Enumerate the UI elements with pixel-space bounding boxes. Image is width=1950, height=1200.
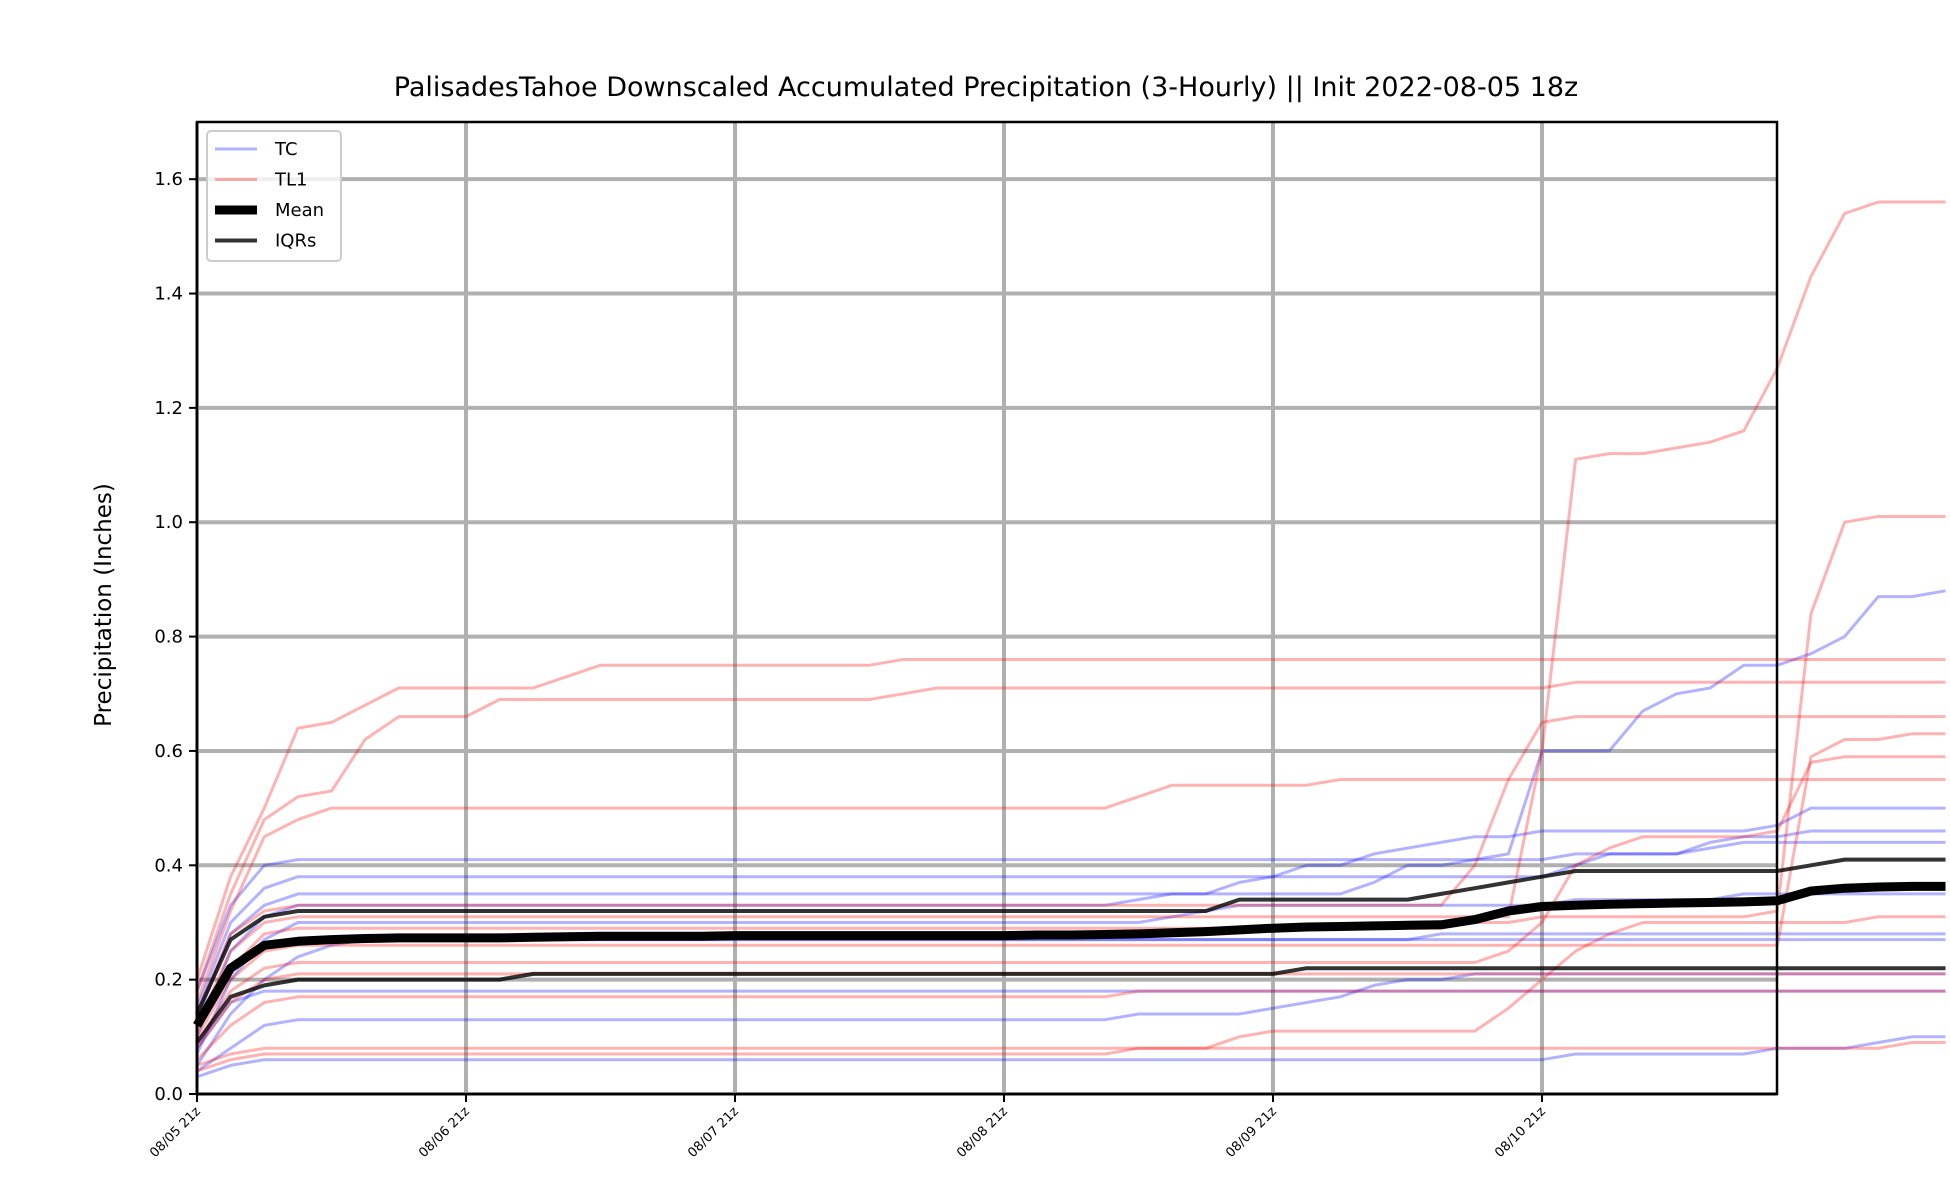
axes-frame (195, 120, 1779, 1096)
legend-box (206, 130, 342, 262)
series-line-tc-0 (195, 829, 1946, 992)
y-tick-label: 1.6 (154, 169, 183, 190)
series-line-tl1-16 (195, 732, 1946, 1038)
legend-label-mean: Mean (275, 200, 324, 221)
plot-area (193, 200, 1946, 1079)
series-line-tl1-14 (195, 200, 1946, 1027)
series-line-tl1-20 (196, 915, 1946, 1067)
series-line-tc-3 (195, 806, 1946, 1038)
series-line-tl1-10 (195, 658, 1946, 981)
legend-label-tc: TC (274, 139, 298, 160)
y-axis: 0.0 0.2 0.4 0.6 0.8 1.0 1.2 1.4 1.6 (154, 169, 197, 1105)
series-line-tl1-12 (195, 778, 1946, 1004)
y-axis-label: Precipitation (Inches) (91, 483, 117, 727)
series-line-tl1-11 (195, 680, 1946, 992)
series-line-tl1-15 (195, 515, 1946, 1032)
y-tick-label: 0.8 (154, 627, 183, 648)
series-line-tc-7 (196, 1035, 1946, 1079)
legend-label-tl1: TL1 (274, 170, 307, 191)
series-line-tc-2 (195, 589, 1946, 1021)
legend-label-iqrs: IQRs (275, 231, 316, 252)
series-line-tc-1 (195, 840, 1946, 1009)
series-line-mean-22 (193, 881, 1946, 1028)
y-tick-label: 1.4 (154, 284, 183, 305)
y-tick-label: 1.0 (154, 512, 183, 533)
series-line-tc-6 (196, 972, 1946, 1073)
legend: TC TL1 Mean IQRs (206, 130, 342, 262)
y-tick-label: 0.2 (154, 970, 183, 991)
series-line-tl1-17 (195, 755, 1946, 1044)
series-line-tc-9 (195, 989, 1946, 1050)
chart-title: PalisadesTahoe Downscaled Accumulated Pr… (394, 72, 1578, 103)
series-line-tl1-19 (195, 989, 1946, 1061)
y-tick-label: 0.6 (154, 741, 183, 762)
series-line-iqrs-24 (195, 966, 1946, 1044)
y-tick-label: 0.0 (154, 1084, 183, 1105)
y-tick-label: 0.4 (154, 855, 183, 876)
series-line-tl1-21 (196, 1041, 1946, 1073)
series-line-tl1-13 (195, 715, 1946, 1015)
series-line-iqrs-23 (195, 857, 1946, 1015)
y-tick-label: 1.2 (154, 398, 183, 419)
